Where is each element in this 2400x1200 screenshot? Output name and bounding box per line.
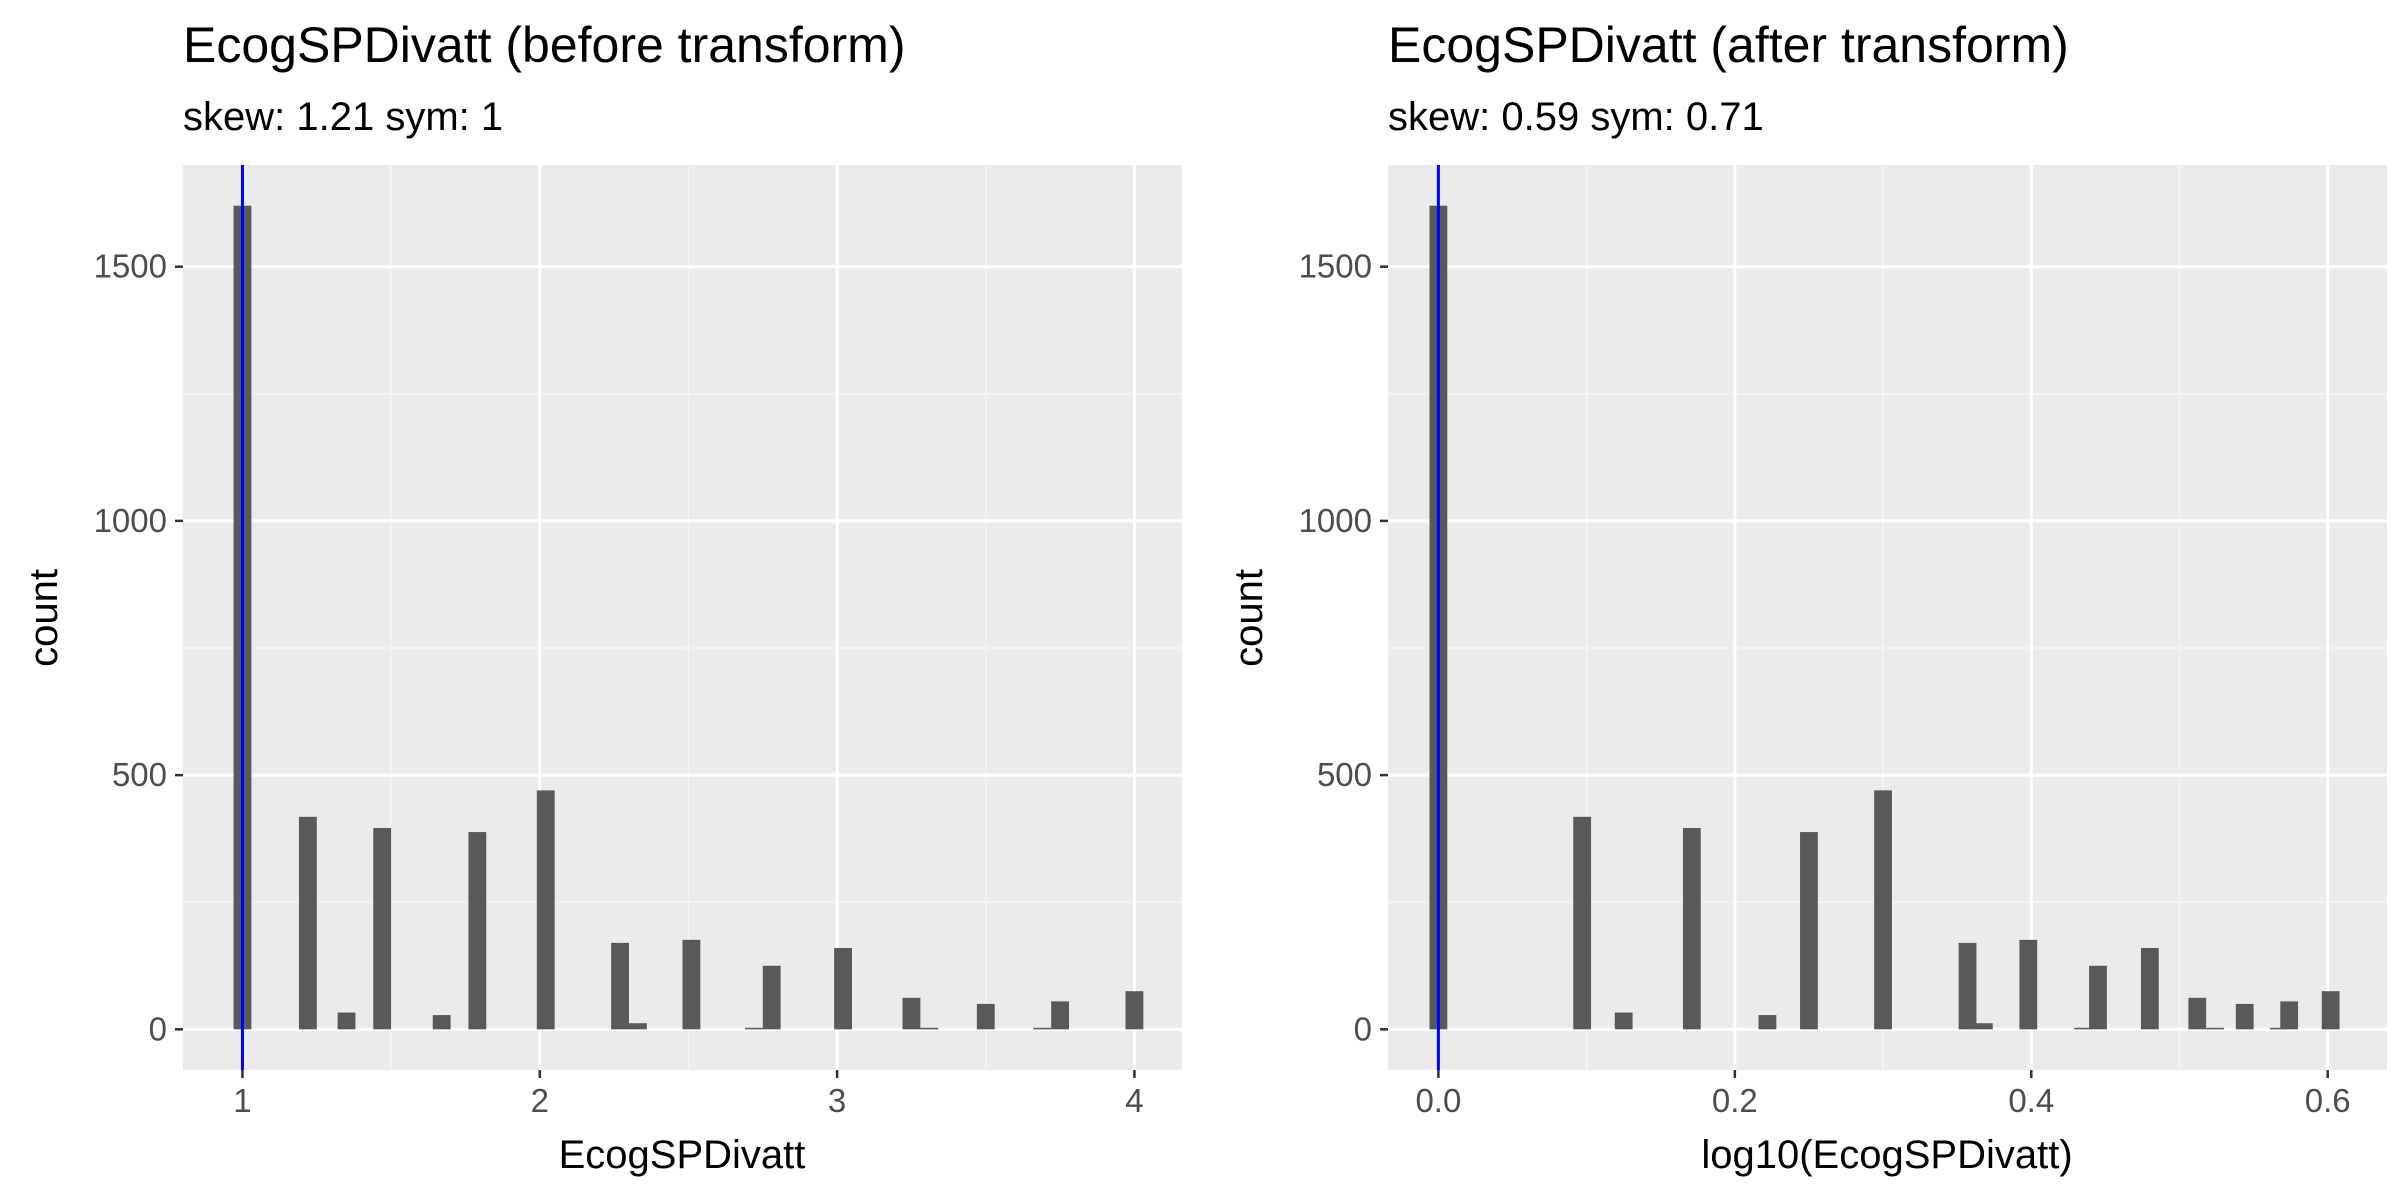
x-tick-label: 0.2 <box>1712 1082 1758 1119</box>
histogram-bar <box>2140 947 2159 1030</box>
y-tick-label: 1500 <box>94 248 167 285</box>
histogram-bar <box>1758 1015 1777 1030</box>
x-tick-label: 0.0 <box>1415 1082 1461 1119</box>
y-tick-label: 0 <box>149 1010 167 1047</box>
histogram-bar <box>1614 1012 1633 1030</box>
histogram-bar <box>2188 997 2207 1030</box>
histogram-bar <box>2269 1027 2288 1030</box>
panel-background <box>183 165 1182 1070</box>
chart-after-transform: EcogSPDivatt (after transform) skew: 0.5… <box>1227 17 2387 1177</box>
histogram-bar <box>628 1023 647 1030</box>
histogram-bar <box>1974 1023 1993 1030</box>
y-tick-label: 0 <box>1354 1010 1372 1047</box>
y-tick-label: 500 <box>1317 756 1372 793</box>
histogram-bar <box>2089 965 2107 1030</box>
chart-subtitle: skew: 1.21 sym: 1 <box>183 95 503 139</box>
y-tick-label: 1000 <box>94 502 167 539</box>
histogram-bar <box>1573 816 1592 1030</box>
histogram-bar <box>976 1003 995 1030</box>
plot-area: 0.0 0.2 0.4 0.6 0 500 1000 1500 <box>1299 165 2387 1119</box>
x-axis-title: log10(EcogSPDivatt) <box>1701 1133 2072 1177</box>
chart-title: EcogSPDivatt (before transform) <box>183 17 906 73</box>
x-tick-label: 2 <box>531 1082 549 1119</box>
y-tick-label: 500 <box>112 756 167 793</box>
histogram-bar <box>2019 939 2038 1030</box>
y-tick-label: 1000 <box>1299 502 1372 539</box>
histogram-bar <box>2280 1001 2299 1030</box>
histogram-bar <box>432 1015 451 1030</box>
histogram-bar <box>1800 832 1818 1030</box>
histogram-bar <box>762 965 781 1030</box>
histogram-bar <box>744 1027 763 1030</box>
histogram-bar <box>2321 991 2340 1030</box>
x-tick-label: 1 <box>233 1082 251 1119</box>
plot-area: 1 2 3 4 0 500 1000 1500 <box>94 165 1182 1119</box>
x-tick-label: 0.4 <box>2008 1082 2054 1119</box>
histogram-bar <box>682 939 701 1030</box>
histogram-bar <box>920 1027 939 1030</box>
x-tick-label: 0.6 <box>2305 1082 2351 1119</box>
chart-before-transform: EcogSPDivatt (before transform) skew: 1.… <box>22 17 1182 1177</box>
histogram-bar <box>902 997 921 1030</box>
histogram-bar <box>1874 790 1892 1030</box>
histogram-bar <box>1033 1027 1052 1030</box>
chart-subtitle: skew: 0.59 sym: 0.71 <box>1388 95 1764 139</box>
x-tick-label: 3 <box>828 1082 846 1119</box>
x-tick-label: 4 <box>1125 1082 1143 1119</box>
histogram-bar <box>611 942 629 1030</box>
histogram-bar <box>298 816 317 1030</box>
histogram-bar <box>1958 942 1977 1030</box>
x-axis-title: EcogSPDivatt <box>559 1133 806 1177</box>
y-tick-label: 1500 <box>1299 248 1372 285</box>
histogram-bar <box>1051 1001 1070 1030</box>
histogram-bar <box>373 827 392 1030</box>
histogram-bar <box>1682 827 1701 1030</box>
histogram-bar <box>1125 991 1144 1030</box>
histogram-bar <box>834 947 852 1030</box>
histogram-bar <box>2074 1027 2093 1030</box>
chart-title: EcogSPDivatt (after transform) <box>1388 17 2069 73</box>
histogram-bar <box>468 832 487 1030</box>
histogram-bar <box>536 790 555 1030</box>
histogram-bar <box>2206 1027 2224 1030</box>
y-axis-title: count <box>22 569 66 667</box>
histogram-bar <box>337 1012 356 1030</box>
y-axis-title: count <box>1227 569 1271 667</box>
histogram-bar <box>2235 1003 2254 1030</box>
